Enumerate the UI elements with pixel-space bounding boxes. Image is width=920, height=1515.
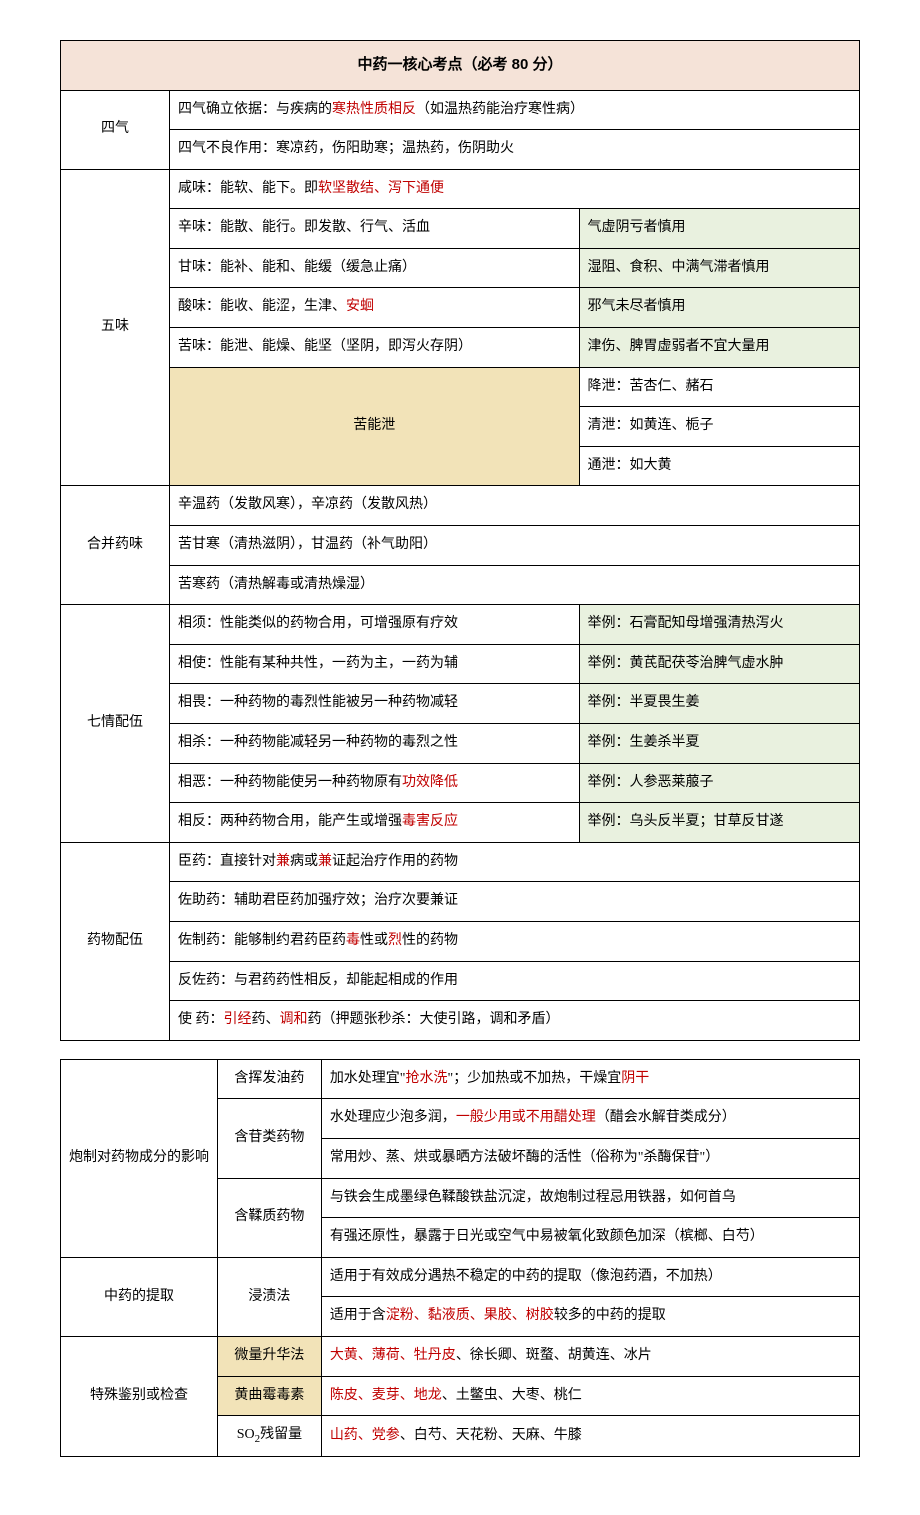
cell: 加水处理宜"抢水洗"；少加热或不加热，干燥宜阴干 xyxy=(321,1059,859,1099)
yaowu-label: 药物配伍 xyxy=(61,842,170,1040)
cell: 咸味：能软、能下。即软坚散结、泻下通便 xyxy=(170,169,860,209)
cell: 举例：半夏畏生姜 xyxy=(579,684,859,724)
cell: 佐制药：能够制约君药臣药毒性或烈性的药物 xyxy=(170,921,860,961)
table-title: 中药一核心考点（必考 80 分） xyxy=(61,41,860,91)
tiqu-label: 中药的提取 xyxy=(61,1257,218,1336)
cell: 苦寒药（清热解毒或清热燥湿） xyxy=(170,565,860,605)
main-table: 中药一核心考点（必考 80 分） 四气 四气确立依据：与疾病的寒热性质相反（如温… xyxy=(60,40,860,1041)
cell: 苦甘寒（清热滋阴），甘温药（补气助阳） xyxy=(170,526,860,566)
cell: 举例：乌头反半夏；甘草反甘遂 xyxy=(579,803,859,843)
cell: 举例：人参恶莱菔子 xyxy=(579,763,859,803)
cell: 气虚阴亏者慎用 xyxy=(579,209,859,249)
cell: 辛味：能散、能行。即发散、行气、活血 xyxy=(170,209,580,249)
cell: 相须：性能类似的药物合用，可增强原有疗效 xyxy=(170,605,580,645)
cell: 举例：生姜杀半夏 xyxy=(579,724,859,764)
hebing-label: 合并药味 xyxy=(61,486,170,605)
cell: 相恶：一种药物能使另一种药物原有功效降低 xyxy=(170,763,580,803)
cell: 臣药：直接针对兼病或兼证起治疗作用的药物 xyxy=(170,842,860,882)
cell: 大黄、薄荷、牡丹皮、徐长卿、斑蝥、胡黄连、冰片 xyxy=(321,1336,859,1376)
cell: 使 药：引经药、调和药（押题张秒杀：大使引路，调和矛盾） xyxy=(170,1001,860,1041)
cell: 酸味：能收、能涩，生津、安蛔 xyxy=(170,288,580,328)
cell: 苦味：能泄、能燥、能坚（坚阴，即泻火存阴） xyxy=(170,328,580,368)
cell: 相反：两种药物合用，能产生或增强毒害反应 xyxy=(170,803,580,843)
cell: 山药、党参、白芍、天花粉、天麻、牛膝 xyxy=(321,1416,859,1457)
sub: 黄曲霉毒素 xyxy=(218,1376,322,1416)
cell: 津伤、脾胃虚弱者不宜大量用 xyxy=(579,328,859,368)
siqi-label: 四气 xyxy=(61,90,170,169)
sub: 微量升华法 xyxy=(218,1336,322,1376)
wuwei-label: 五味 xyxy=(61,169,170,486)
cell: 相畏：一种药物的毒烈性能被另一种药物减轻 xyxy=(170,684,580,724)
cell: 四气不良作用：寒凉药，伤阳助寒；温热药，伤阴助火 xyxy=(170,130,860,170)
cell: 举例：黄芪配茯苓治脾气虚水肿 xyxy=(579,644,859,684)
sub: 含苷类药物 xyxy=(218,1099,322,1178)
cell: 清泄：如黄连、栀子 xyxy=(579,407,859,447)
cell: 佐助药：辅助君臣药加强疗效；治疗次要兼证 xyxy=(170,882,860,922)
cell: 水处理应少泡多润，一般少用或不用醋处理（醋会水解苷类成分） xyxy=(321,1099,859,1139)
cell: 相使：性能有某种共性，一药为主，一药为辅 xyxy=(170,644,580,684)
teshu-label: 特殊鉴别或检查 xyxy=(61,1336,218,1456)
cell: 常用炒、蒸、烘或暴晒方法破坏酶的活性（俗称为"杀酶保苷"） xyxy=(321,1138,859,1178)
cell: 降泄：苦杏仁、赭石 xyxy=(579,367,859,407)
second-table: 炮制对药物成分的影响 含挥发油药 加水处理宜"抢水洗"；少加热或不加热，干燥宜阴… xyxy=(60,1059,860,1457)
cell: 陈皮、麦芽、地龙、土鳖虫、大枣、桃仁 xyxy=(321,1376,859,1416)
sub: 含挥发油药 xyxy=(218,1059,322,1099)
cell: 湿阻、食积、中满气滞者慎用 xyxy=(579,248,859,288)
cell: 适用于有效成分遇热不稳定的中药的提取（像泡药酒，不加热） xyxy=(321,1257,859,1297)
cell: 适用于含淀粉、黏液质、果胶、树胶较多的中药的提取 xyxy=(321,1297,859,1337)
cell: 甘味：能补、能和、能缓（缓急止痛） xyxy=(170,248,580,288)
cell: 通泄：如大黄 xyxy=(579,446,859,486)
sub: SO2残留量 xyxy=(218,1416,322,1457)
sub: 浸渍法 xyxy=(218,1257,322,1336)
kunengxie-label: 苦能泄 xyxy=(170,367,580,486)
cell: 与铁会生成墨绿色鞣酸铁盐沉淀，故炮制过程忌用铁器，如何首乌 xyxy=(321,1178,859,1218)
cell: 邪气未尽者慎用 xyxy=(579,288,859,328)
cell: 辛温药（发散风寒），辛凉药（发散风热） xyxy=(170,486,860,526)
cell: 有强还原性，暴露于日光或空气中易被氧化致颜色加深（槟榔、白芍） xyxy=(321,1218,859,1258)
sub: 含鞣质药物 xyxy=(218,1178,322,1257)
cell: 反佐药：与君药药性相反，却能起相成的作用 xyxy=(170,961,860,1001)
cell: 四气确立依据：与疾病的寒热性质相反（如温热药能治疗寒性病） xyxy=(170,90,860,130)
cell: 相杀：一种药物能减轻另一种药物的毒烈之性 xyxy=(170,724,580,764)
cell: 举例：石膏配知母增强清热泻火 xyxy=(579,605,859,645)
paozhi-label: 炮制对药物成分的影响 xyxy=(61,1059,218,1257)
qiqing-label: 七情配伍 xyxy=(61,605,170,843)
